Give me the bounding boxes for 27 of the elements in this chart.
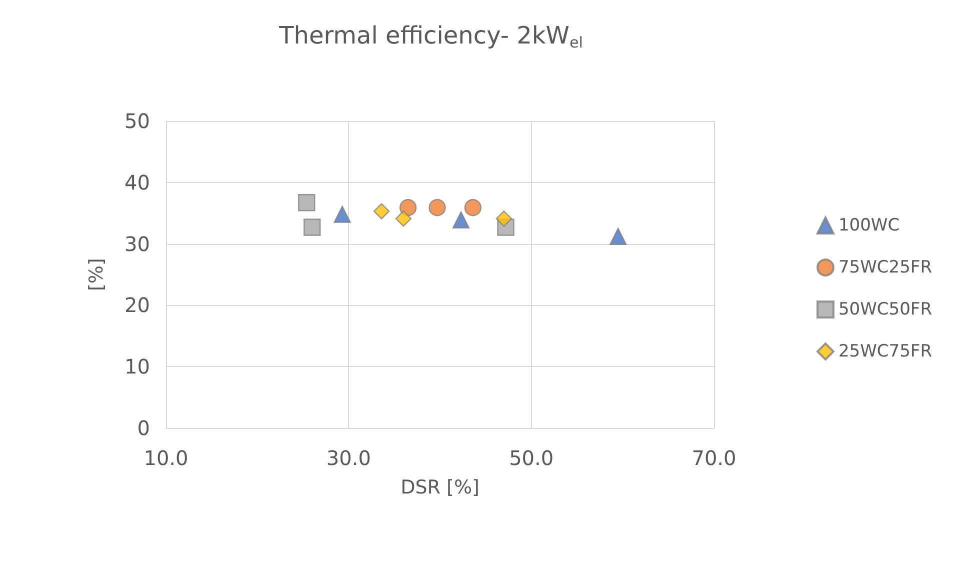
- point: [395, 210, 412, 227]
- legend-label: 25WC75FR: [838, 342, 932, 362]
- y-tick-label: 0: [137, 416, 150, 440]
- point: [298, 194, 316, 212]
- point: [373, 203, 390, 220]
- y-tick-label: 30: [124, 232, 150, 256]
- point: [464, 198, 482, 216]
- point: [610, 228, 627, 246]
- y-tick-label: 10: [124, 354, 150, 379]
- point: [399, 198, 417, 216]
- y-tick-label: 40: [124, 170, 150, 194]
- x-tick-label: 50.0: [509, 446, 554, 470]
- x-tick-label: 10.0: [144, 446, 188, 470]
- point: [452, 211, 470, 228]
- x-tick-label: 30.0: [326, 446, 371, 470]
- y-tick-label: 50: [124, 109, 150, 133]
- legend-label: 100WC: [838, 216, 900, 236]
- point: [496, 210, 512, 227]
- x-tick-label: 70.0: [692, 446, 736, 470]
- x-axis-title: DSR [%]: [400, 476, 480, 498]
- y-tick-label: 20: [124, 293, 150, 318]
- point: [304, 218, 321, 236]
- point: [334, 206, 351, 223]
- legend-label: 75WC25FR: [838, 258, 932, 278]
- legend-label: 50WC50FR: [838, 300, 932, 320]
- y-axis-title: [%]: [86, 258, 108, 291]
- point: [428, 198, 446, 216]
